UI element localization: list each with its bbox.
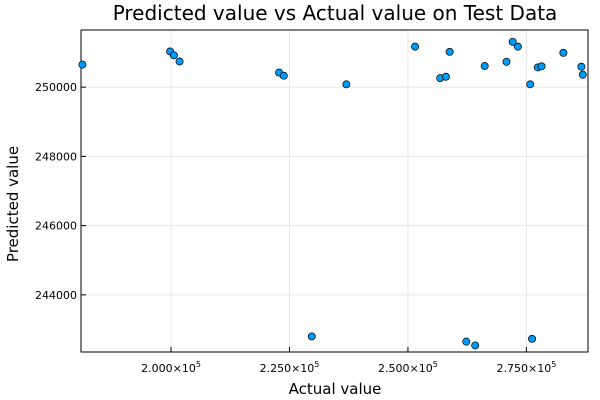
x-tick-mantissa: 2.500×10 (378, 362, 433, 375)
data-point (169, 51, 178, 60)
data-point (411, 42, 420, 51)
data-points (78, 37, 587, 350)
data-point (471, 341, 480, 350)
data-point (577, 62, 586, 71)
data-point (502, 57, 511, 66)
y-tick-label: 246000 (35, 220, 77, 233)
x-tick-label: 2.250×105 (260, 360, 320, 375)
axis-ticks: 2.000×105 2.250×105 2.500×105 2.750×1052440… (35, 81, 556, 375)
y-axis-label: Predicted value (4, 146, 22, 262)
x-tick-label: 2.500×105 (378, 360, 438, 375)
data-point (559, 48, 568, 57)
data-point (462, 337, 471, 346)
x-tick-exponent: 5 (551, 360, 556, 369)
data-point (508, 37, 517, 46)
x-tick-mantissa: 2.000×10 (141, 362, 196, 375)
data-point (279, 71, 288, 80)
x-tick-exponent: 5 (196, 360, 201, 369)
data-point (537, 62, 546, 71)
x-tick-label: 2.750×105 (496, 360, 556, 375)
y-tick-label: 248000 (35, 150, 77, 163)
data-point (578, 70, 587, 79)
data-point (342, 80, 351, 89)
plot-frame (80, 29, 589, 353)
x-tick-mantissa: 2.750×10 (496, 362, 551, 375)
data-point (528, 334, 537, 343)
y-tick-label: 250000 (35, 81, 77, 94)
data-point (307, 332, 316, 341)
data-point (78, 60, 87, 69)
data-point (526, 80, 535, 89)
x-tick-exponent: 5 (433, 360, 438, 369)
x-tick-label: 2.000×105 (141, 360, 201, 375)
data-point (513, 42, 522, 51)
data-point (175, 57, 184, 66)
data-point (445, 47, 454, 56)
data-point (480, 62, 489, 70)
x-tick-mantissa: 2.250×10 (260, 362, 315, 375)
x-tick-exponent: 5 (314, 360, 319, 369)
chart-title: Predicted value vs Actual value on Test … (113, 1, 558, 25)
y-tick-label: 244000 (35, 289, 77, 302)
x-axis-label: Actual value (289, 380, 382, 398)
data-point (441, 72, 450, 81)
